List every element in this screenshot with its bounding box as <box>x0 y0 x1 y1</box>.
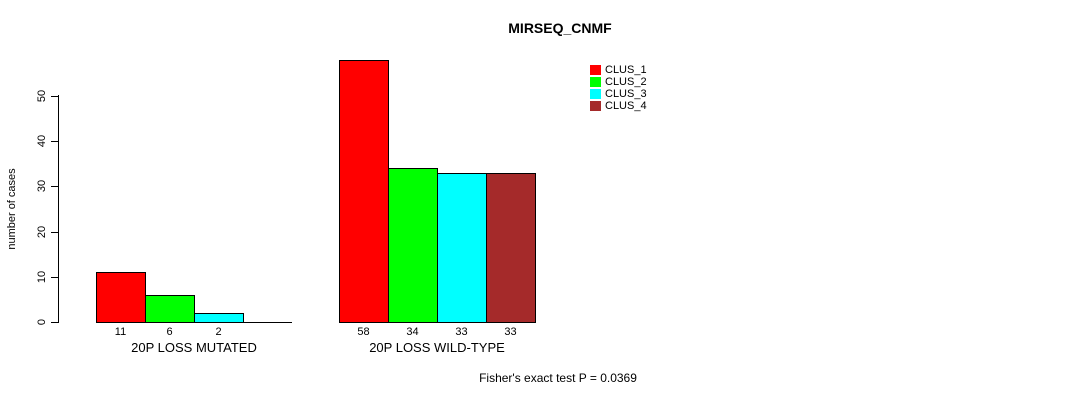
legend-swatch <box>590 65 601 75</box>
legend-label: CLUS_1 <box>605 64 647 76</box>
legend: CLUS_1 CLUS_2 CLUS_3 CLUS_4 <box>590 64 647 112</box>
bar-count-label: 34 <box>406 326 419 338</box>
y-tick-mark <box>51 96 58 97</box>
y-tick-label: 30 <box>36 180 48 193</box>
y-tick-mark <box>51 322 58 323</box>
bar-clus_2 <box>388 168 438 323</box>
group-baseline <box>96 322 292 323</box>
bar-count-label: 33 <box>455 326 468 338</box>
chart-title: MIRSEQ_CNMF <box>508 20 612 36</box>
legend-label: CLUS_4 <box>605 100 647 112</box>
group-baseline <box>339 322 535 323</box>
bar-clus_1 <box>339 60 389 323</box>
legend-label: CLUS_3 <box>605 88 647 100</box>
bar-clus_4 <box>486 173 536 323</box>
bar-clus_3 <box>437 173 487 323</box>
y-tick-mark <box>51 186 58 188</box>
y-axis-title: number of cases <box>6 168 18 250</box>
y-tick-label: 0 <box>36 318 48 326</box>
legend-label: CLUS_2 <box>605 76 647 88</box>
bar-count-label: 33 <box>504 326 517 338</box>
group-label: 20P LOSS MUTATED <box>131 340 257 355</box>
legend-swatch <box>590 77 601 87</box>
y-tick-mark <box>51 231 58 233</box>
y-tick-label: 10 <box>36 270 48 283</box>
fisher-test-annotation: Fisher's exact test P = 0.0369 <box>479 371 637 385</box>
legend-swatch <box>590 89 601 99</box>
y-tick-mark <box>51 141 58 143</box>
legend-entry-clus_1: CLUS_1 <box>590 64 647 76</box>
legend-entry-clus_4: CLUS_4 <box>590 100 647 112</box>
y-tick-mark <box>51 276 58 278</box>
y-axis-line <box>58 95 59 323</box>
bar-clus_2 <box>145 295 195 323</box>
legend-entry-clus_3: CLUS_3 <box>590 88 647 100</box>
group-label: 20P LOSS WILD-TYPE <box>369 340 505 355</box>
legend-entry-clus_2: CLUS_2 <box>590 76 647 88</box>
bar-count-label: 6 <box>166 326 173 338</box>
bar-count-label: 11 <box>114 326 127 338</box>
legend-swatch <box>590 101 601 111</box>
y-tick-label: 40 <box>36 135 48 148</box>
y-tick-label: 20 <box>36 225 48 238</box>
bar-clus_1 <box>96 272 146 323</box>
y-tick-label: 50 <box>36 89 48 103</box>
bar-count-label: 2 <box>215 326 222 338</box>
bar-count-label: 58 <box>357 326 370 338</box>
